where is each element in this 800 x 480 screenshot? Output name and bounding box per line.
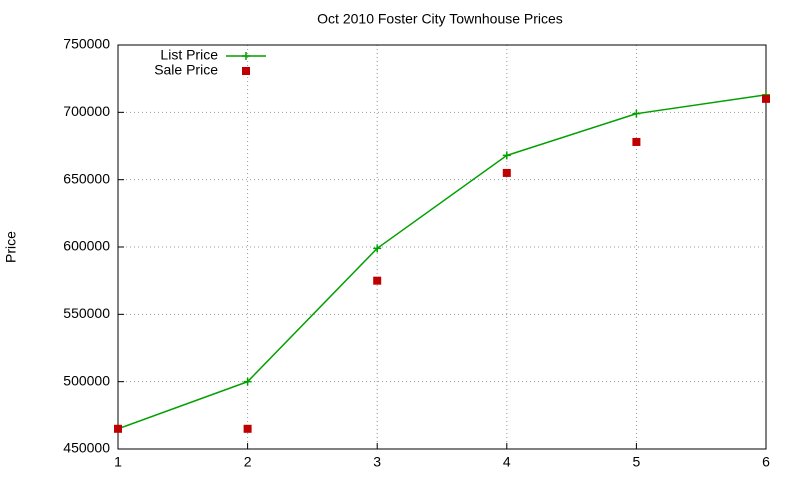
x-tick-label: 1 bbox=[114, 454, 122, 470]
chart-title: Oct 2010 Foster City Townhouse Prices bbox=[317, 11, 563, 27]
x-tick-label: 5 bbox=[633, 454, 641, 470]
y-tick-label: 500000 bbox=[63, 372, 110, 388]
x-tick-label: 3 bbox=[373, 454, 381, 470]
y-tick-label: 600000 bbox=[63, 238, 110, 254]
data-point bbox=[762, 94, 770, 103]
x-tick-label: 4 bbox=[503, 454, 511, 470]
legend-label: Sale Price bbox=[154, 62, 218, 78]
data-point bbox=[243, 377, 252, 386]
y-tick-label: 700000 bbox=[63, 103, 110, 119]
x-tick-label: 6 bbox=[762, 454, 770, 470]
data-point bbox=[632, 109, 641, 118]
series-line bbox=[117, 94, 767, 430]
y-axis-label: Price bbox=[3, 231, 19, 263]
data-point bbox=[502, 151, 511, 160]
data-point bbox=[373, 244, 382, 253]
legend-marker bbox=[242, 67, 250, 75]
y-tick-label: 650000 bbox=[63, 170, 110, 186]
y-tick-label: 450000 bbox=[63, 440, 110, 456]
data-point bbox=[114, 424, 122, 433]
data-point bbox=[373, 276, 382, 285]
data-point bbox=[243, 424, 252, 433]
y-tick-label: 750000 bbox=[63, 36, 110, 52]
y-tick-label: 550000 bbox=[63, 305, 110, 321]
legend-marker bbox=[242, 52, 250, 60]
legend-label: List Price bbox=[160, 47, 218, 63]
data-point bbox=[632, 137, 641, 146]
data-point bbox=[502, 168, 511, 177]
x-tick-label: 2 bbox=[244, 454, 252, 470]
plot-frame bbox=[117, 44, 767, 450]
